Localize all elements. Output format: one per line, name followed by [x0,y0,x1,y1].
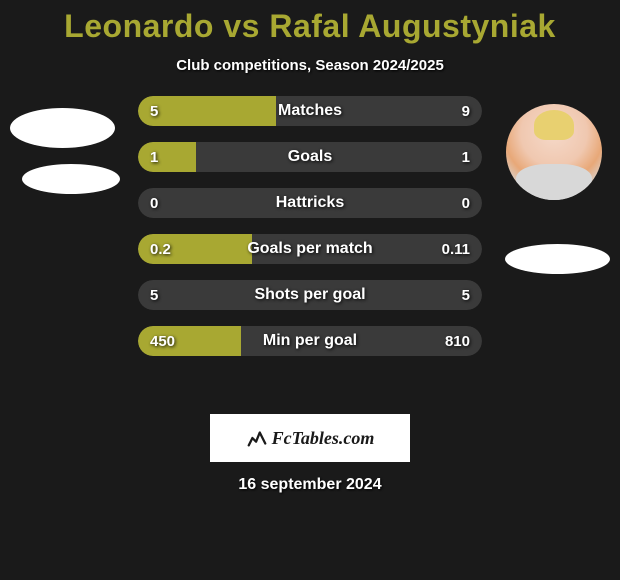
logo-text: FcTables.com [272,428,375,449]
stat-label: Goals [138,142,482,172]
stat-label: Hattricks [138,188,482,218]
stat-value-right: 5 [462,280,470,310]
stat-row: 0Hattricks0 [138,188,482,218]
stat-label: Shots per goal [138,280,482,310]
stat-value-right: 810 [445,326,470,356]
page-title: Leonardo vs Rafal Augustyniak [0,0,620,45]
stat-label: Goals per match [138,234,482,264]
date-text: 16 september 2024 [0,476,620,494]
stat-row: 1Goals1 [138,142,482,172]
logo-box: FcTables.com [210,414,410,462]
stat-row: 0.2Goals per match0.11 [138,234,482,264]
stat-value-right: 0 [462,188,470,218]
player-left-avatar-placeholder [10,108,115,148]
page-subtitle: Club competitions, Season 2024/2025 [0,57,620,74]
stat-row: 5Matches9 [138,96,482,126]
stat-row: 450Min per goal810 [138,326,482,356]
player-right-avatar [506,104,602,200]
stat-value-right: 1 [462,142,470,172]
stat-label: Min per goal [138,326,482,356]
stat-bars: 5Matches91Goals10Hattricks00.2Goals per … [138,96,482,372]
comparison-chart: 5Matches91Goals10Hattricks00.2Goals per … [0,96,620,396]
logo-icon [246,427,268,449]
stat-value-right: 9 [462,96,470,126]
player-right-badge-placeholder [505,244,610,274]
stat-label: Matches [138,96,482,126]
stat-row: 5Shots per goal5 [138,280,482,310]
player-left-badge-placeholder [22,164,120,194]
stat-value-right: 0.11 [442,234,470,264]
